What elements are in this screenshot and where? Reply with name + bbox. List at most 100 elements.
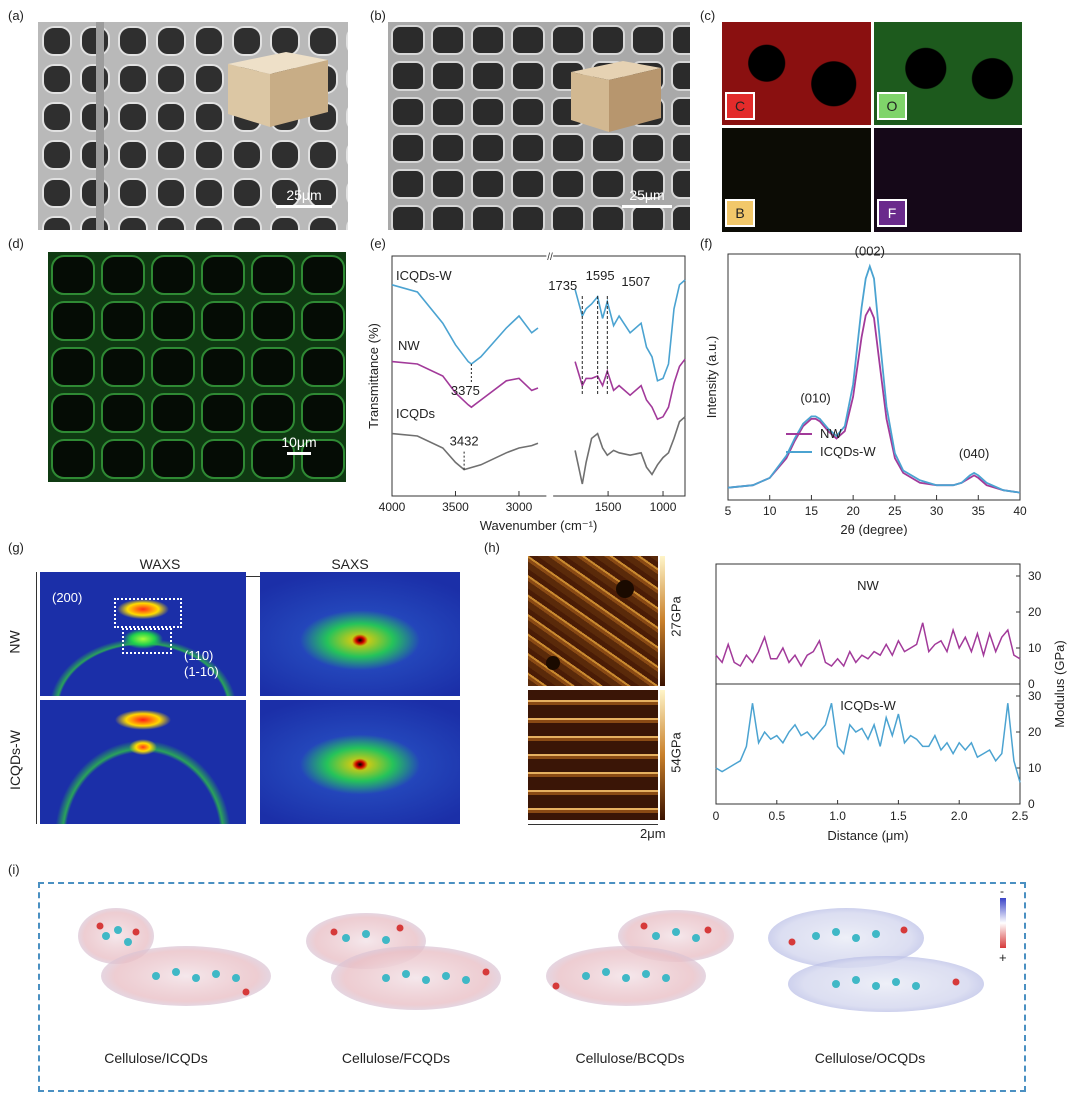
afm-pore-2: [546, 656, 560, 670]
molecule-cellulose-icqds: [78, 908, 271, 1006]
plot-frame-e: [391, 255, 686, 497]
row-label-nw: NW: [6, 630, 23, 654]
x-tick-label-h: 1.5: [890, 809, 907, 823]
plot-frame-f: [727, 253, 1021, 501]
element-badge-f: F: [877, 199, 907, 227]
eds-map-oxygen: O: [874, 22, 1022, 125]
curve-label-e: ICQDs-W: [396, 268, 452, 283]
panel-label-d: (d): [8, 236, 24, 251]
y-axis-label-h: Modulus (GPa): [1052, 640, 1067, 727]
x-tick-label-f: 25: [888, 504, 902, 518]
fluorescence-cell-pattern: [48, 252, 346, 482]
eds-map-carbon: C: [722, 22, 871, 125]
annotation-box-200: [114, 598, 182, 628]
modulus-chart: 0 10 20 30 NW 0 10 20 30 ICQDs-W 0 0.5 1.0 1.5 2.0 2.5 D…: [713, 563, 1067, 843]
x-tick-label-h: 1.0: [829, 809, 846, 823]
x-tick-label-f: 10: [763, 504, 777, 518]
y-axis-label-e: Transmittance (%): [366, 323, 381, 429]
modified-wood-block-icon: [571, 61, 661, 132]
eds-maps: C O B F: [722, 22, 1022, 232]
molecule-illustrations: [78, 908, 984, 1012]
waxs-nw-pattern: (200) (110) (1-10): [40, 572, 246, 696]
molecule-label-icqds: Cellulose/ICQDs: [104, 1050, 208, 1066]
axis-break-e: [546, 254, 554, 498]
legend-label-f: NW: [820, 426, 842, 441]
waxs-saxs-header: WAXS SAXS: [60, 556, 460, 577]
afm-colorbar-icqdsw: [660, 690, 665, 820]
x-tick-label-f: 5: [725, 504, 732, 518]
x-tick-label-e: 1500: [595, 500, 622, 514]
panel-label-c: (c): [700, 8, 716, 23]
annotation-box-110: [122, 628, 172, 654]
series-line-icqds-left: [391, 432, 539, 471]
panel-label-h: (h): [484, 540, 500, 555]
y-tick-label-h: 0: [1028, 797, 1035, 811]
curve-label-e: ICQDs: [396, 406, 436, 421]
eds-map-boron: B: [722, 128, 871, 232]
scalebar-a: 25μm: [276, 187, 332, 208]
afm-scalebar-line: [528, 824, 658, 825]
panel-label-i: (i): [8, 862, 20, 877]
molecule-cellulose-fcqds: [306, 913, 501, 1010]
molecule-label-bcqds: Cellulose/BCQDs: [575, 1050, 685, 1066]
axis-break-mark-e: //: [547, 252, 553, 263]
esp-colorbar-minus: -: [1000, 884, 1004, 898]
saxs-label: SAXS: [331, 556, 369, 572]
series-line-icqds-right: [574, 416, 686, 485]
sem-image-a: 25μm: [38, 22, 348, 230]
series-line-nw-left: [391, 360, 539, 409]
afm-pore-1: [616, 580, 634, 598]
scalebar-b: 25μm: [622, 187, 672, 208]
peak-label-1735: 1735: [548, 278, 577, 293]
scalebar-d: 10μm: [274, 434, 324, 455]
y-tick-label-h: 10: [1028, 641, 1042, 655]
waxs-icqdsw-pattern: [40, 700, 246, 824]
afm-scalebar: 2μm: [640, 826, 666, 841]
panel-label-e: (e): [370, 236, 386, 251]
element-badge-b: B: [725, 199, 755, 227]
wood-block-icon: [228, 52, 328, 127]
xrd-chart: 5 10 15 20 25 30 35 40 2θ (degree) Intensity (a.u…: [704, 246, 1027, 536]
legend-label-f: ICQDs-W: [820, 444, 876, 459]
molecule-cellulose-ocqds: [768, 908, 984, 1012]
x-tick-label-h: 0.5: [768, 809, 785, 823]
row-label-icqdsw-wrap: ICQDs-W: [0, 710, 30, 810]
afm-image-nw: [528, 556, 658, 686]
series-line-icqds-w: [715, 702, 1021, 783]
peak-label-040: (040): [959, 446, 989, 461]
y-tick-label-h: 30: [1028, 569, 1042, 583]
panel-label-f: (f): [700, 236, 713, 251]
series-line-nw: [715, 622, 1021, 668]
afm-scale-nw: 27GPa: [668, 595, 684, 637]
peak-label-002: (002): [855, 246, 885, 258]
afm-scale-nw-wrap: 27GPa: [666, 586, 686, 646]
y-axis-label-f: Intensity (a.u.): [704, 336, 719, 418]
esp-colorbar-plus: +: [999, 950, 1007, 965]
eds-map-fluorine: F: [874, 128, 1022, 232]
fluorescence-image: 10μm: [48, 252, 346, 482]
afm-scale-icqdsw: 54GPa: [668, 731, 684, 773]
x-axis-label-e: Wavenumber (cm⁻¹): [480, 518, 598, 533]
panel-label-b: (b): [370, 8, 386, 23]
afm-scale-icqdsw-wrap: 54GPa: [666, 722, 686, 782]
molecule-cellulose-bcqds: [546, 910, 734, 1006]
peak-label-1507: 1507: [621, 274, 650, 289]
row-divider: [36, 572, 37, 824]
x-axis-label-f: 2θ (degree): [840, 522, 907, 536]
waxs-label: WAXS: [139, 556, 181, 572]
molecule-label-fcqds: Cellulose/FCQDs: [341, 1050, 451, 1066]
x-axis-label-h: Distance (μm): [827, 828, 908, 843]
panel-label-a: (a): [8, 8, 24, 23]
molecule-label-ocqds: Cellulose/OCQDs: [814, 1050, 926, 1066]
esp-colorbar: [1000, 898, 1006, 948]
x-tick-label-e: 3500: [442, 500, 469, 514]
series-line-icqds-w-right: [574, 279, 686, 382]
peak-label-3432: 3432: [450, 434, 479, 449]
curve-label-e: NW: [398, 338, 420, 353]
curve-label-h: ICQDs-W: [840, 698, 896, 713]
x-tick-label-f: 20: [846, 504, 860, 518]
x-tick-label-e: 4000: [379, 500, 406, 514]
series-line-nw-right: [574, 358, 686, 421]
peak-label-010: (010): [800, 391, 830, 406]
element-badge-o: O: [877, 92, 907, 120]
